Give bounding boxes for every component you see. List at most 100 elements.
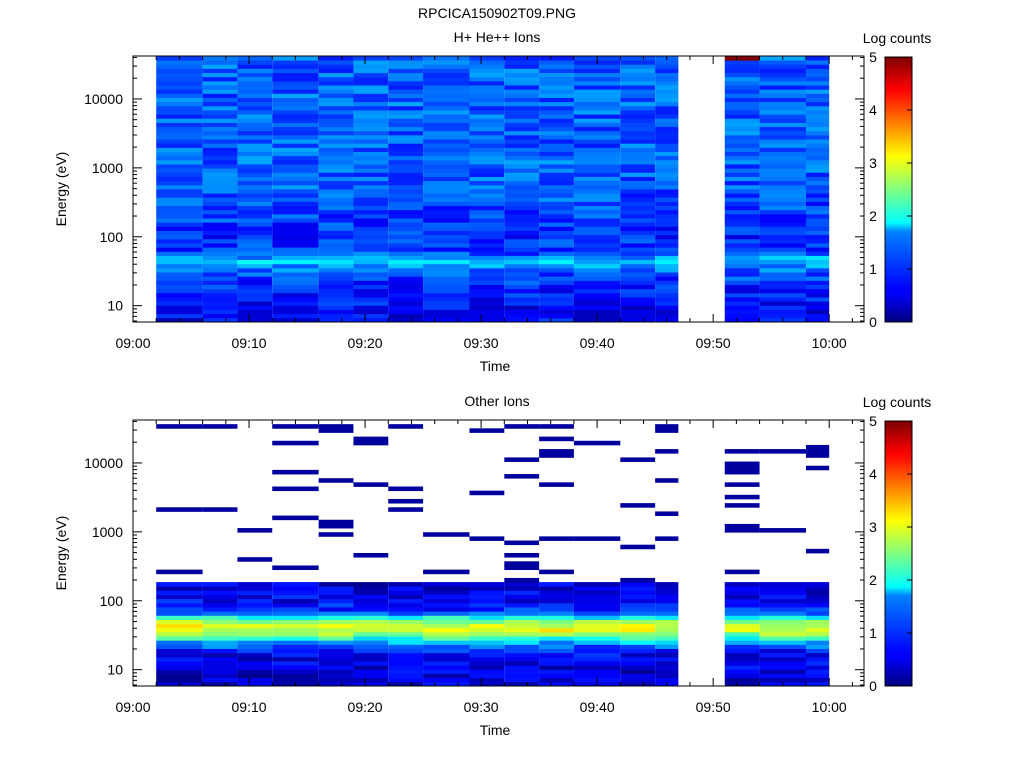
- colorbar-tick-label: 1: [869, 261, 877, 277]
- heatmap-cell: [469, 105, 505, 111]
- heatmap-cell: [388, 209, 424, 215]
- heatmap-cell: [504, 652, 540, 658]
- heatmap-cell: [805, 234, 830, 240]
- heatmap-cell: [805, 644, 830, 649]
- heatmap-cell: [573, 536, 621, 541]
- heatmap-cell: [504, 602, 540, 608]
- heatmap-cell: [156, 80, 203, 86]
- heatmap-cell: [620, 267, 656, 273]
- heatmap-cell: [272, 515, 319, 521]
- heatmap-cell: [655, 305, 679, 310]
- heatmap-cell: [504, 565, 540, 571]
- heatmap-cell: [759, 60, 806, 65]
- heatmap-cell: [272, 168, 319, 173]
- heatmap-cell: [423, 89, 470, 94]
- heatmap-cell: [469, 661, 505, 666]
- heatmap-cell: [272, 105, 319, 111]
- heatmap-cell: [539, 582, 574, 587]
- heatmap-cell: [620, 238, 656, 244]
- heatmap-cell: [573, 155, 621, 161]
- heatmap-cell: [805, 602, 830, 608]
- heatmap-cell: [388, 309, 424, 315]
- heatmap-cell: [655, 536, 679, 541]
- heatmap-cell: [759, 288, 806, 294]
- heatmap-cell: [655, 424, 679, 429]
- heatmap-cell: [318, 611, 354, 616]
- heatmap-cell: [272, 189, 319, 194]
- heatmap-cell: [202, 586, 238, 591]
- heatmap-cell: [156, 151, 203, 157]
- heatmap-cell: [805, 309, 830, 315]
- heatmap-cell: [156, 615, 203, 620]
- heatmap-cell: [539, 134, 574, 140]
- heatmap-cell: [805, 594, 830, 600]
- heatmap-cell: [353, 168, 389, 173]
- heatmap-cell: [724, 251, 760, 256]
- heatmap-cell: [655, 586, 679, 591]
- heatmap-cell: [156, 280, 203, 285]
- heatmap-cell: [504, 56, 540, 61]
- heatmap-cell: [504, 648, 540, 654]
- heatmap-cell: [469, 297, 505, 302]
- panel-other-ions: Other Ions 09:00 09:10 09:20 09:30 09:40 09:5…: [53, 393, 931, 738]
- heatmap-cell: [318, 681, 354, 687]
- heatmap-cell: [539, 644, 574, 649]
- heatmap-cell: [353, 267, 389, 273]
- heatmap-cell: [469, 536, 505, 541]
- heatmap-cell: [805, 105, 830, 111]
- heatmap-cell: [539, 640, 574, 645]
- heatmap-cell: [620, 72, 656, 78]
- heatmap-cell: [423, 155, 470, 161]
- heatmap-cell: [805, 292, 830, 298]
- heatmap-cell: [759, 193, 806, 198]
- heatmap-cell: [469, 222, 505, 227]
- heatmap-cell: [805, 147, 830, 152]
- heatmap-cell: [353, 139, 389, 144]
- heatmap-cell: [805, 209, 830, 215]
- heatmap-cell: [469, 130, 505, 136]
- heatmap-cell: [272, 292, 319, 298]
- heatmap-cell: [469, 110, 505, 115]
- heatmap-cell: [539, 101, 574, 107]
- heatmap-cell: [423, 582, 470, 587]
- heatmap-cell: [469, 122, 505, 128]
- heatmap-cell: [423, 288, 470, 294]
- heatmap-cell: [620, 301, 656, 306]
- heatmap-cell: [272, 72, 319, 78]
- heatmap-cell: [805, 230, 830, 236]
- heatmap-cell: [469, 428, 505, 433]
- heatmap-cell: [202, 602, 238, 608]
- heatmap-cell: [318, 582, 354, 587]
- heatmap-cell: [202, 180, 238, 186]
- heatmap-cell: [318, 297, 354, 302]
- heatmap-cell: [318, 159, 354, 165]
- heatmap-cell: [759, 449, 806, 454]
- heatmap-cell: [655, 598, 679, 604]
- heatmap-cell: [759, 636, 806, 641]
- heatmap-cell: [388, 72, 424, 78]
- heatmap-cell: [318, 305, 354, 310]
- heatmap-cell: [724, 89, 760, 94]
- heatmap-cell: [620, 317, 656, 323]
- heatmap-cell: [724, 105, 760, 111]
- heatmap-cell: [353, 623, 389, 629]
- heatmap-cell: [388, 263, 424, 269]
- heatmap-cell: [573, 309, 621, 315]
- heatmap-cell: [202, 247, 238, 252]
- heatmap-cell: [539, 272, 574, 277]
- heatmap-cell: [724, 218, 760, 223]
- heatmap-cell: [573, 259, 621, 265]
- heatmap-cell: [573, 118, 621, 123]
- heatmap-cell: [353, 313, 389, 319]
- heatmap-cell: [272, 677, 319, 683]
- heatmap-cell: [620, 64, 656, 69]
- heatmap-cell: [237, 602, 273, 608]
- heatmap-cell: [318, 80, 354, 86]
- heatmap-cell: [423, 226, 470, 231]
- heatmap-cell: [156, 238, 203, 244]
- heatmap-cell: [655, 478, 679, 483]
- panel-h-he-ions: H+ He++ Ions 09:00 09:10 09:20 09:30 09:40 09…: [53, 29, 931, 374]
- heatmap-cell: [272, 209, 319, 215]
- heatmap-cell: [388, 677, 424, 683]
- heatmap-cell: [504, 64, 540, 69]
